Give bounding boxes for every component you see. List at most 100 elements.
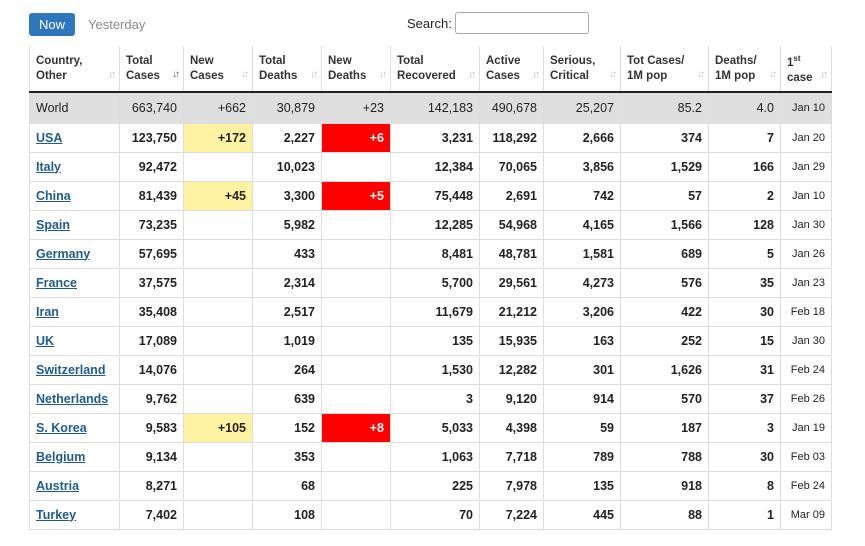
cell-serious-critical: 3,206 (543, 297, 621, 327)
cell-new-deaths: +6 (321, 123, 391, 153)
cell-deaths-1m: 30 (708, 297, 781, 327)
cell-first-case: Feb 26 (780, 384, 832, 414)
country-link[interactable]: Austria (36, 478, 80, 493)
tab-now[interactable]: Now (29, 13, 75, 36)
country-link[interactable]: China (36, 188, 71, 203)
table-row: Netherlands 9,762 639 3 9,120 914 570 37 Feb 26 (29, 384, 832, 414)
cell-total-cases: 92,472 (119, 152, 184, 182)
column-header-new-deaths[interactable]: New Deaths ↓↑ (321, 46, 391, 92)
column-header-total-recovered[interactable]: Total Recovered ↓↑ (390, 46, 480, 92)
country-link[interactable]: UK (36, 333, 55, 348)
cell-active-cases: 2,691 (479, 181, 544, 211)
column-header-label-line2: Cases (190, 69, 224, 82)
sort-icon[interactable]: ↓↑ (310, 69, 318, 80)
column-header-first-case[interactable]: 1st case ↓↑ (780, 46, 832, 92)
sort-icon[interactable]: ↓↑ (532, 69, 540, 80)
cell-new-cases (183, 442, 253, 472)
sort-icon[interactable]: ↓↑ (820, 69, 828, 80)
table-header-row: Country, Other ↓↑ Total Cases ↓↑ New Cases ↓↑ Tot… (29, 46, 832, 92)
cell-deaths-1m: 3 (708, 413, 781, 443)
cell-tot-cases-1m: 187 (620, 413, 709, 443)
cell-new-cases: +105 (183, 413, 253, 443)
cell-total-cases: 73,235 (119, 210, 184, 240)
cell-country: USA (29, 123, 120, 153)
column-header-new-cases[interactable]: New Cases ↓↑ (183, 46, 253, 92)
sort-icon[interactable]: ↓↑ (609, 69, 617, 80)
sort-icon[interactable]: ↓↑ (241, 69, 249, 80)
table-row: UK 17,089 1,019 135 15,935 163 252 15 Jan 30 (29, 326, 832, 356)
country-link[interactable]: USA (36, 130, 63, 145)
cell-tot-cases-1m: 1,529 (620, 152, 709, 182)
country-link[interactable]: Belgium (36, 449, 86, 464)
cell-total-deaths: 68 (252, 471, 322, 501)
cell-active-cases: 4,398 (479, 413, 544, 443)
cell-new-deaths: +8 (321, 413, 391, 443)
cell-country: China (29, 181, 120, 211)
column-header-label-line1: Total (259, 54, 286, 67)
cell-new-cases: +172 (183, 123, 253, 153)
cell-total-cases: 37,575 (119, 268, 184, 298)
cell-total-deaths: 1,019 (252, 326, 322, 356)
sort-descending-icon[interactable]: ↓↑ (172, 69, 180, 80)
column-header-total-deaths[interactable]: Total Deaths ↓↑ (252, 46, 322, 92)
column-header-label-line2: Cases (486, 69, 520, 82)
country-link[interactable]: Spain (36, 217, 71, 232)
column-header-label-line2: Cases (126, 69, 160, 82)
cell-total-recovered: 12,384 (390, 152, 480, 182)
cell-first-case: Mar 09 (780, 500, 832, 530)
column-header-tot-cases-1m[interactable]: Tot Cases/1M pop ↓↑ (620, 46, 709, 92)
cell-total-recovered: 8,481 (390, 239, 480, 269)
cell-country: Iran (29, 297, 120, 327)
cell-deaths-1m: 128 (708, 210, 781, 240)
search-input[interactable] (455, 12, 589, 34)
cell-total-deaths: 10,023 (252, 152, 322, 182)
cell-total-recovered: 1,530 (390, 355, 480, 385)
column-header-country[interactable]: Country, Other ↓↑ (29, 46, 120, 92)
cell-active-cases: 118,292 (479, 123, 544, 153)
cell-new-cases: +45 (183, 181, 253, 211)
cell-first-case: Feb 24 (780, 355, 832, 385)
country-link[interactable]: Iran (36, 304, 59, 319)
cell-new-deaths (321, 268, 391, 298)
cell-new-deaths (321, 210, 391, 240)
column-header-serious-critical[interactable]: Serious, Critical ↓↑ (543, 46, 621, 92)
table-row: S. Korea 9,583 +105 152 +8 5,033 4,398 59 187 3 Ja… (29, 413, 832, 443)
cell-deaths-1m: 31 (708, 355, 781, 385)
tab-yesterday[interactable]: Yesterday (88, 17, 146, 32)
sort-icon[interactable]: ↓↑ (108, 69, 116, 80)
country-link[interactable]: France (36, 275, 77, 290)
sort-icon[interactable]: ↓↑ (379, 69, 387, 80)
cell-first-case: Jan 19 (780, 413, 832, 443)
cell-new-deaths (321, 297, 391, 327)
table-body: World 663,740 +662 30,879 +23 142,183 490,678 2… (29, 92, 832, 530)
sort-icon[interactable]: ↓↑ (697, 69, 705, 80)
column-header-label-line2: Other (36, 69, 67, 82)
cell-new-cases: +662 (183, 92, 253, 124)
cell-tot-cases-1m: 422 (620, 297, 709, 327)
column-header-label-line1: Country, (36, 54, 83, 67)
cell-total-deaths: 433 (252, 239, 322, 269)
cell-total-recovered: 3,231 (390, 123, 480, 153)
country-link[interactable]: S. Korea (36, 420, 87, 435)
column-header-deaths-1m[interactable]: Deaths/1M pop ↓↑ (708, 46, 781, 92)
cell-new-cases (183, 297, 253, 327)
cell-country: Austria (29, 471, 120, 501)
country-link[interactable]: Germany (36, 246, 91, 261)
sort-icon[interactable]: ↓↑ (769, 69, 777, 80)
cell-country: World (29, 92, 120, 124)
sort-icon[interactable]: ↓↑ (468, 69, 476, 80)
country-link[interactable]: Netherlands (36, 391, 109, 406)
column-header-active-cases[interactable]: Active Cases ↓↑ (479, 46, 544, 92)
table-row: Italy 92,472 10,023 12,384 70,065 3,856 1,529 1… (29, 152, 832, 182)
cell-first-case: Jan 29 (780, 152, 832, 182)
cell-total-recovered: 1,063 (390, 442, 480, 472)
cell-country: Turkey (29, 500, 120, 530)
cell-total-deaths: 353 (252, 442, 322, 472)
country-link[interactable]: Turkey (36, 507, 77, 522)
cell-total-cases: 9,134 (119, 442, 184, 472)
column-header-total-cases[interactable]: Total Cases ↓↑ (119, 46, 184, 92)
column-header-superscript: st (793, 54, 801, 64)
cell-country: Germany (29, 239, 120, 269)
country-link[interactable]: Switzerland (36, 362, 106, 377)
country-link[interactable]: Italy (36, 159, 62, 174)
